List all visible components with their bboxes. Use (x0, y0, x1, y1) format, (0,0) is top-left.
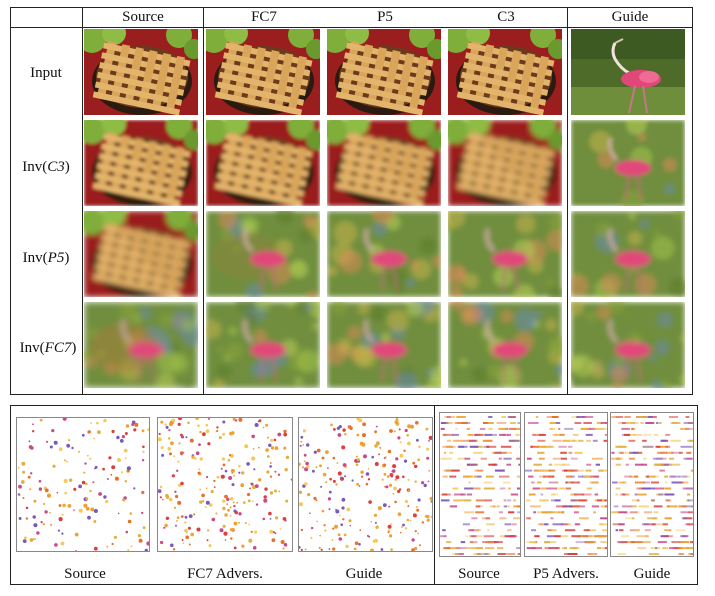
image-inv-fc7-guide (571, 302, 688, 388)
row-label-inv-p5: Inv(P5) (22, 250, 70, 266)
divider-label-col (82, 7, 83, 395)
top-frame-top (10, 7, 693, 8)
sparse-panel-source-p5 (439, 412, 521, 557)
bottom-label-guide-right: Guide (633, 566, 671, 582)
column-header-p5: P5 (377, 9, 393, 25)
image-input-c3 (448, 29, 562, 115)
top-frame-right (692, 7, 693, 395)
image-inv-fc7-fc7 (206, 302, 320, 388)
bottom-frame-top (10, 405, 698, 406)
sparse-panel-fc7-advers (157, 417, 293, 552)
row-label-input: Input (30, 65, 62, 81)
image-inv-c3-source (84, 120, 198, 206)
column-header-fc7: FC7 (251, 9, 277, 25)
image-inv-p5-c3 (448, 211, 562, 297)
image-inv-p5-guide (571, 211, 688, 297)
image-inv-p5-p5 (327, 211, 441, 297)
sparse-panel-source-fc7 (16, 417, 150, 552)
image-input-fc7 (206, 29, 320, 115)
image-inv-fc7-p5 (327, 302, 441, 388)
top-frame-bottom (10, 394, 693, 395)
image-inv-c3-c3 (448, 120, 562, 206)
image-input-p5 (327, 29, 441, 115)
image-inv-c3-p5 (327, 120, 441, 206)
sparse-panel-guide-p5 (610, 412, 694, 557)
image-inv-c3-fc7 (206, 120, 320, 206)
bottom-label-source-right: Source (458, 566, 500, 582)
row-label-inv-c3: Inv(C3) (22, 159, 70, 175)
column-header-guide: Guide (611, 9, 649, 25)
bottom-label-source-left: Source (64, 566, 106, 582)
top-frame-left (10, 7, 11, 395)
bottom-frame-bottom (10, 584, 698, 585)
sparse-panel-p5-advers (524, 412, 608, 557)
bottom-label-p5-advers: P5 Advers. (533, 566, 599, 582)
image-inv-p5-source (84, 211, 198, 297)
divider-c3-col (567, 7, 568, 395)
bottom-frame-right (697, 405, 698, 585)
column-header-c3: C3 (497, 9, 515, 25)
image-inv-fc7-c3 (448, 302, 562, 388)
sparse-panel-guide-fc7 (298, 417, 433, 552)
image-input-source (84, 29, 198, 115)
image-inv-fc7-source (84, 302, 198, 388)
image-input-guide (571, 29, 688, 115)
bottom-label-fc7-advers: FC7 Advers. (187, 566, 263, 582)
divider-source-col (203, 7, 204, 395)
header-divider (10, 27, 693, 28)
row-label-inv-fc7: Inv(FC7) (19, 340, 77, 356)
image-inv-c3-guide (571, 120, 688, 206)
bottom-label-guide-left: Guide (345, 566, 383, 582)
column-header-source: Source (122, 9, 164, 25)
bottom-frame-left (10, 405, 11, 585)
image-inv-p5-fc7 (206, 211, 320, 297)
bottom-group-divider (434, 405, 435, 585)
